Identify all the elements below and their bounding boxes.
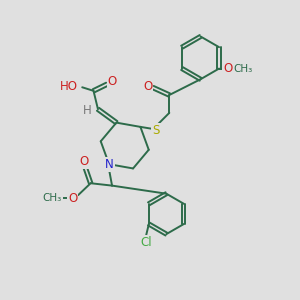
Text: O: O xyxy=(224,62,232,75)
Text: H: H xyxy=(83,104,92,117)
Text: O: O xyxy=(108,75,117,88)
Text: N: N xyxy=(105,158,113,171)
Text: O: O xyxy=(68,192,77,205)
Text: O: O xyxy=(143,80,152,93)
Text: CH₃: CH₃ xyxy=(234,64,253,74)
Text: Cl: Cl xyxy=(141,236,152,249)
Text: CH₃: CH₃ xyxy=(42,193,62,203)
Text: HO: HO xyxy=(60,80,78,93)
Text: O: O xyxy=(79,155,88,168)
Text: S: S xyxy=(152,124,160,136)
